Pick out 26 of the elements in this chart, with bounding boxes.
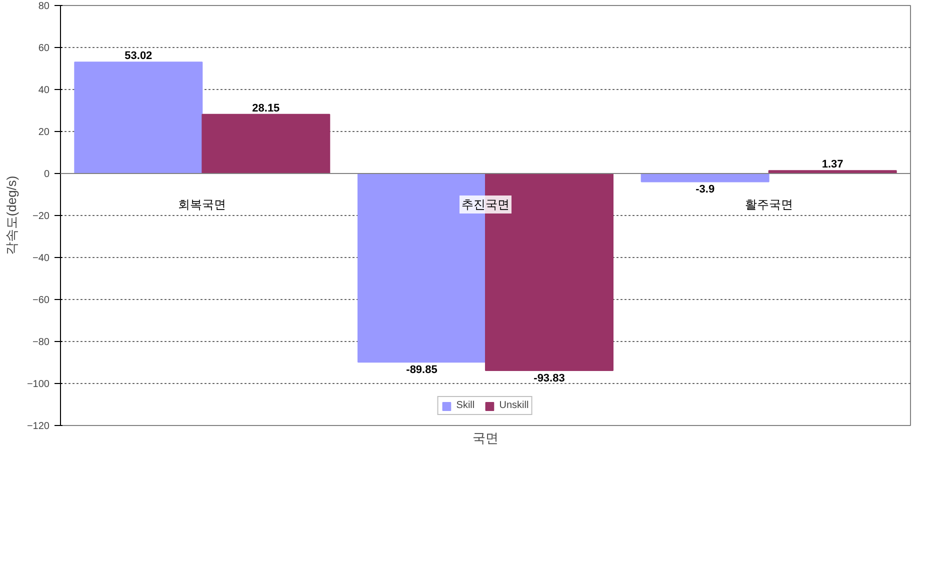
data-label: 53.02 [124,50,152,62]
x-axis-title: 국면 [472,430,498,446]
bar [74,62,203,174]
bar [202,114,330,174]
legend-label: Unskill [499,400,529,411]
y-tick-label: −20 [32,211,50,222]
x-tick-label: 추진국면 [462,198,510,212]
legend-label: Skill [456,400,476,411]
data-label: 28.15 [252,102,280,114]
y-tick-label: 0 [44,169,50,180]
x-tick-label: 회복국면 [178,198,226,212]
y-tick-label: −80 [32,337,50,348]
data-label: 1.37 [822,158,844,171]
y-tick-label: 80 [38,1,50,12]
y-tick-label: −40 [32,253,50,264]
data-label: -93.83 [534,372,565,385]
x-tick-label: 활주국면 [744,198,793,212]
data-label: -3.9 [696,184,715,196]
data-label: -89.85 [406,364,438,376]
y-tick-label: −60 [32,295,50,306]
y-axis-title: 각속도(deg/s) [4,176,19,256]
y-tick-label: 20 [38,127,50,138]
y-tick-label: 60 [38,43,50,54]
y-tick-label: 40 [38,85,50,96]
y-tick-label: −100 [26,379,50,390]
y-tick-label: −120 [26,421,50,432]
